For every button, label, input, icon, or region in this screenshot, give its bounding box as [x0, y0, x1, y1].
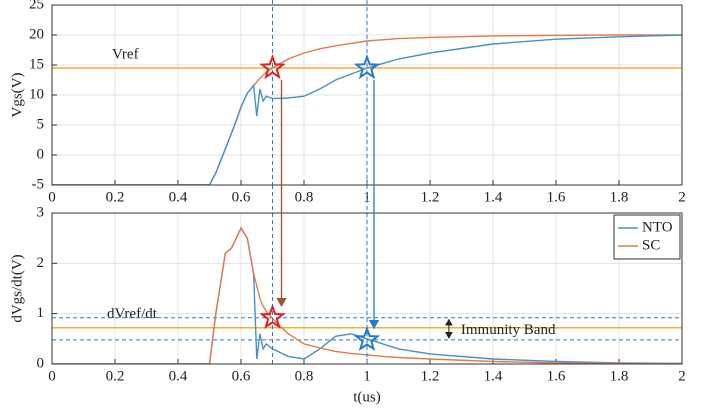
- y-tick-label: 0: [37, 355, 45, 371]
- x-tick-label: 0.8: [295, 368, 314, 384]
- y-axis-label: dVgs/dt(V): [9, 254, 25, 322]
- x-tick-label: 0.6: [232, 189, 251, 205]
- y-tick-label: -5: [32, 176, 45, 192]
- x-tick-label: 1.6: [547, 189, 566, 205]
- y-tick-label: 25: [29, 0, 44, 12]
- y-tick-label: 3: [37, 204, 45, 220]
- star-marker: [259, 54, 286, 80]
- x-tick-label: 1.8: [610, 189, 629, 205]
- y-tick-label: 1: [37, 305, 45, 321]
- star-marker: [353, 54, 381, 80]
- x-tick-label: 1.6: [547, 368, 566, 384]
- y-tick-label: 5: [37, 116, 45, 132]
- x-tick-label: 0.6: [232, 368, 251, 384]
- series-line: [52, 226, 682, 364]
- x-tick-label: 1.4: [484, 189, 503, 205]
- plot-frame: [51, 212, 683, 365]
- band-label: Immunity Band: [461, 322, 556, 338]
- x-tick-label: 0: [48, 189, 56, 205]
- reference-label: dVref/dt: [107, 306, 158, 322]
- x-tick-label: 0.2: [106, 368, 125, 384]
- x-tick-label: 0: [48, 368, 56, 384]
- x-tick-label: 2: [678, 189, 686, 205]
- x-tick-label: 1.2: [421, 368, 440, 384]
- reference-label: Vref: [112, 46, 139, 62]
- x-tick-label: 2: [678, 368, 686, 384]
- series-line: [52, 34, 682, 185]
- y-tick-label: 10: [29, 86, 44, 102]
- x-tick-label: 1.2: [421, 189, 440, 205]
- x-axis-label: t(us): [353, 389, 381, 405]
- star-marker: [353, 325, 381, 351]
- star-marker: [259, 303, 286, 329]
- legend-label: SC: [642, 237, 660, 253]
- y-tick-label: 15: [29, 56, 44, 72]
- x-tick-label: 0.4: [169, 189, 188, 205]
- y-tick-label: 20: [29, 26, 44, 42]
- x-tick-label: 1.8: [610, 368, 629, 384]
- legend-box: [613, 214, 681, 260]
- x-tick-label: 0.2: [106, 189, 125, 205]
- y-tick-label: 2: [37, 255, 45, 271]
- x-tick-label: 1: [363, 189, 371, 205]
- x-tick-label: 1: [363, 368, 371, 384]
- y-axis-label: Vgs(V): [9, 73, 25, 118]
- x-tick-label: 0.8: [295, 189, 314, 205]
- legend-label: NTO: [642, 219, 673, 235]
- y-tick-label: 0: [37, 146, 45, 162]
- x-tick-label: 1.4: [484, 368, 503, 384]
- x-tick-label: 0.4: [169, 368, 188, 384]
